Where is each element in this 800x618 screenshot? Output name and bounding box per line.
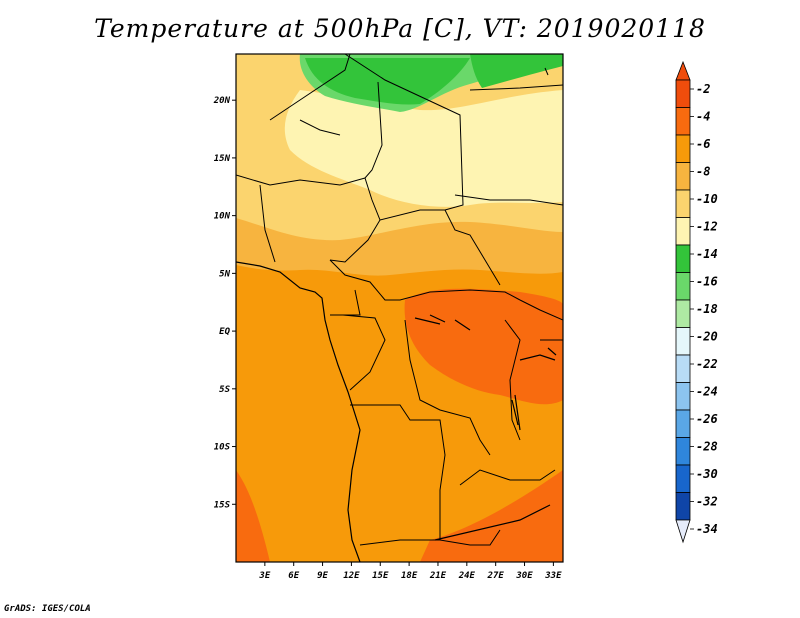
colorbar-label: -24	[696, 385, 718, 399]
colorbar-label: -28	[696, 440, 718, 454]
colorbar-box	[675, 464, 691, 493]
colorbar-label: -8	[696, 165, 710, 179]
grads-credit: GrADS: IGES/COLA	[4, 604, 91, 614]
x-tick-label: 24E	[458, 571, 476, 581]
y-tick-label: 10S	[214, 443, 231, 453]
y-tick-label: 10N	[214, 212, 231, 222]
colorbar-label: -10	[696, 192, 718, 206]
colorbar-box	[675, 272, 691, 301]
colorbar-box	[675, 217, 691, 246]
x-tick-label: 21E	[429, 571, 447, 581]
colorbar-label: -32	[696, 495, 718, 509]
colorbar-box	[675, 437, 691, 466]
x-tick-label: 33E	[544, 571, 562, 581]
map-frame	[235, 53, 564, 563]
region-light-orange	[236, 210, 563, 276]
colorbar-label: -16	[696, 275, 718, 289]
region-green-ne	[470, 54, 563, 88]
y-tick-label: 5S	[219, 385, 230, 395]
x-tick-label: 27E	[487, 571, 505, 581]
x-tick-label: 6E	[288, 571, 299, 581]
colorbar-top-arrow	[675, 60, 691, 81]
y-tick-label: 20N	[213, 96, 231, 106]
colorbar-box	[675, 107, 691, 136]
colorbar-label: -22	[696, 357, 718, 371]
y-tick-label: EQ	[219, 327, 230, 337]
colorbar-box	[675, 492, 691, 521]
colorbar-label: -20	[696, 330, 718, 344]
colorbar-label: -30	[696, 467, 718, 481]
colorbar-box	[675, 134, 691, 163]
x-tick-label: 9E	[317, 571, 328, 581]
region-se-warm	[420, 470, 563, 562]
colorbar-label: -14	[696, 247, 718, 261]
colorbar-label: -34	[696, 522, 718, 536]
country-borders	[236, 54, 563, 546]
x-axis: 3E 6E 9E 12E 15E 18E 21E 24E 27E 30E 33E	[258, 562, 562, 581]
colorbar-box	[675, 354, 691, 383]
x-tick-label: 30E	[515, 571, 533, 581]
colorbar-box	[675, 409, 691, 438]
colorbar-label: -6	[696, 137, 710, 151]
region-great-lakes	[404, 288, 563, 405]
region-pale	[284, 90, 563, 207]
y-axis: 20N 15N 10N 5N EQ 5S 10S 15S	[213, 96, 236, 510]
colorbar-label: -2	[696, 82, 710, 96]
temperature-map	[236, 54, 563, 562]
x-tick-label: 12E	[343, 571, 360, 581]
colorbar-box	[675, 162, 691, 191]
colorbar-box	[675, 189, 691, 218]
y-tick-label: 5N	[219, 269, 230, 279]
y-tick-label: 15N	[214, 154, 231, 164]
chart-title: Temperature at 500hPa [C], VT: 201902011…	[94, 14, 706, 43]
x-tick-label: 18E	[401, 571, 418, 581]
y-tick-label: 15S	[214, 500, 231, 510]
colorbar-box	[675, 244, 691, 273]
colorbar: -2 -4 -6 -8 -10 -12 -14 -16 -18 -20 -22 -24 -26 -28 -3…	[675, 60, 718, 544]
colorbar-box	[675, 299, 691, 328]
colorbar-label: -18	[696, 302, 718, 316]
colorbar-box	[675, 79, 691, 108]
colorbar-label: -4	[696, 110, 710, 124]
colorbar-bottom-arrow	[675, 519, 691, 544]
colorbar-label: -26	[696, 412, 718, 426]
x-tick-label: 15E	[372, 571, 389, 581]
colorbar-box	[675, 327, 691, 356]
colorbar-box	[675, 382, 691, 411]
coastline	[236, 261, 557, 562]
colorbar-label: -12	[696, 220, 718, 234]
x-tick-label: 3E	[258, 571, 270, 581]
region-south-warm	[236, 470, 270, 562]
